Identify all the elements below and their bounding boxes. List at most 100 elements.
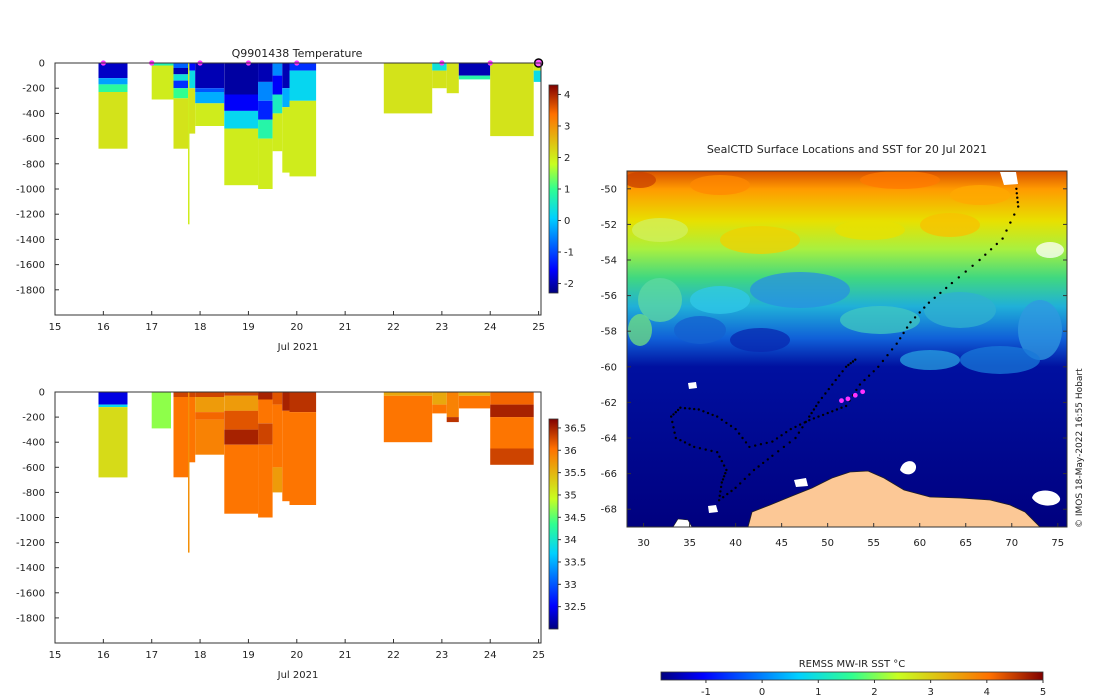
temperature-colorbar [548, 84, 559, 294]
track-point [762, 461, 765, 465]
track-point [765, 441, 768, 445]
track-point [673, 431, 676, 434]
track-point [851, 360, 855, 363]
temperature-profile-cell [490, 63, 534, 137]
track-point [918, 311, 921, 314]
temperature-profile-cell [282, 107, 290, 173]
sst-eddy [924, 292, 996, 328]
track-point [820, 396, 824, 400]
x-tick-label: 16 [97, 650, 110, 661]
salinity-profile-cell [224, 395, 259, 411]
lat-tick-label: -54 [601, 256, 617, 267]
track-point [698, 447, 702, 450]
temperature-profile-cell [282, 88, 290, 108]
track-point [743, 477, 746, 481]
temperature-profile-cell [173, 68, 188, 75]
temperature-profile-cell [98, 63, 128, 79]
temperature-profile-cell [446, 63, 459, 94]
track-point [674, 436, 677, 440]
x-tick-label: 24 [484, 650, 497, 661]
salinity-profile-cell [432, 404, 447, 414]
sst-eddy [632, 218, 688, 242]
track-point [789, 427, 792, 431]
track-point [752, 468, 756, 472]
track-point [913, 316, 917, 319]
sst-eddy [720, 226, 800, 254]
salinity-profile-cell [258, 444, 273, 518]
sst-eddy [835, 220, 905, 240]
y-tick-label: -1400 [16, 563, 45, 574]
lon-tick-label: 50 [821, 538, 834, 549]
salinity-profile-cell [458, 392, 491, 396]
temperature-profile-cell [98, 78, 128, 85]
temperature-profile-cell [272, 63, 283, 76]
track-point [1009, 221, 1012, 224]
salinity-profile-cell [195, 412, 225, 420]
temperature-profile-cell [258, 100, 273, 120]
colorbar-tick-label: 33.5 [564, 557, 586, 568]
track-point [693, 407, 696, 411]
track-point [831, 410, 834, 413]
track-point [933, 296, 936, 299]
salinity-profile-cell [272, 467, 283, 493]
colorbar-tick-label: 34.5 [564, 513, 586, 524]
salinity-profile-cell [98, 407, 128, 478]
track-point [725, 421, 728, 425]
track-point [1001, 237, 1004, 240]
sst-eddy [1036, 242, 1064, 258]
salinity-profile-cell [195, 397, 225, 413]
track-point [734, 427, 737, 431]
temperature-profile-cell [173, 80, 188, 89]
y-tick-label: -800 [22, 488, 45, 499]
y-tick-label: 0 [39, 388, 45, 399]
temperature-profile-cell [151, 65, 174, 100]
sst-colorbar-tick-label: 5 [1040, 687, 1046, 698]
x-tick-label: 19 [242, 322, 255, 333]
temperature-profile-cell [188, 63, 190, 225]
salinity-profile-cell [446, 417, 459, 423]
colorbar-tick-label: 35.5 [564, 468, 586, 479]
track-point [1013, 213, 1016, 216]
track-point [989, 248, 993, 251]
track-point [971, 264, 974, 267]
track-point [782, 445, 786, 449]
lat-tick-label: -68 [601, 505, 617, 516]
y-tick-label: -1400 [16, 235, 45, 246]
salinity-profile-cell [173, 397, 188, 478]
x-tick-label: 16 [97, 322, 110, 333]
track-point [798, 423, 802, 426]
salinity-profile-cell [458, 395, 491, 409]
track-point [711, 413, 714, 417]
salinity-profile-cell [258, 399, 273, 424]
x-tick-label: 24 [484, 322, 497, 333]
track-point [693, 445, 696, 449]
track-point [1016, 196, 1019, 199]
lon-tick-label: 45 [775, 538, 788, 549]
salinity-x-ticks: 15 16 17 18 19 20 21 22 23 24 25 [49, 639, 545, 661]
salinity-profile-cell [490, 448, 534, 465]
track-point [718, 494, 721, 497]
track-point [671, 420, 674, 424]
lon-tick-label: 55 [867, 538, 880, 549]
temperature-profile-cell [432, 63, 447, 71]
track-point [794, 425, 797, 429]
track-point [729, 424, 733, 428]
track-point [771, 454, 774, 457]
salinity-profile-cell [173, 392, 188, 397]
temperature-profile-cell [272, 113, 283, 152]
track-point [679, 406, 682, 409]
x-tick-label: 18 [194, 650, 207, 661]
x-tick-label: 22 [387, 322, 400, 333]
track-point [720, 481, 723, 484]
temperature-profile-cell [533, 70, 541, 82]
track-point [1015, 187, 1018, 190]
track-point [844, 404, 848, 408]
colorbar-tick-label: 3 [564, 121, 570, 132]
track-point [719, 490, 722, 493]
sst-colorbar-tick-label: 0 [759, 687, 765, 698]
track-point [905, 326, 909, 329]
colorbar-tick-label: 34 [564, 535, 577, 546]
sst-colorbar-label: REMSS MW-IR SST °C [799, 659, 906, 670]
y-tick-label: -1800 [16, 285, 45, 296]
track-point [827, 387, 830, 391]
